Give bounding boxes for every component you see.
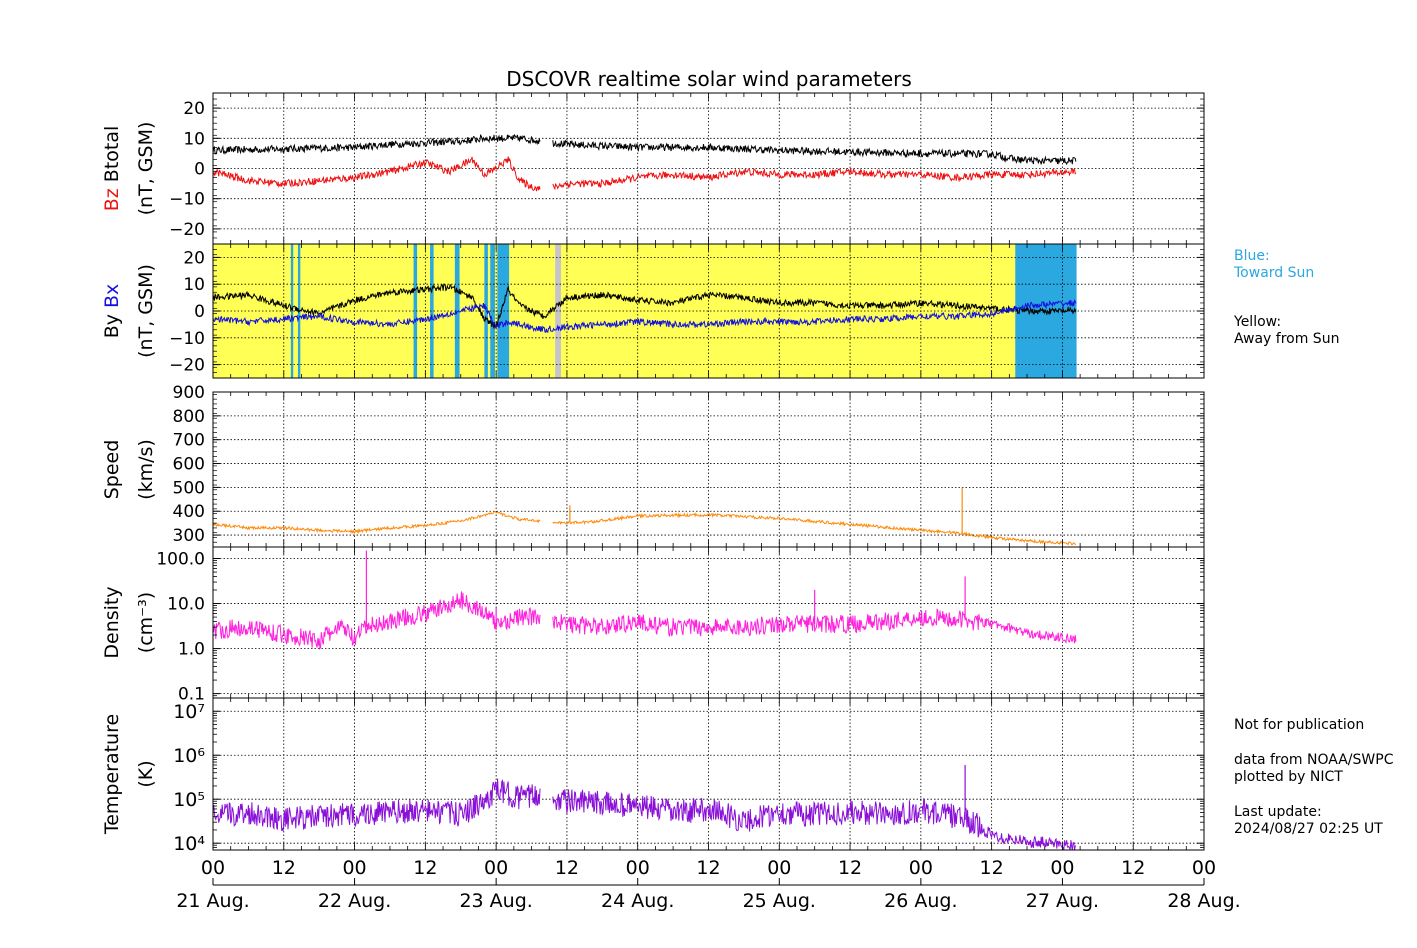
y-tick-label: 100.0	[156, 549, 205, 569]
x-tick-label: 12	[272, 857, 296, 879]
x-tick-label: 12	[696, 857, 720, 879]
y-axis-label-density: Density	[101, 586, 123, 658]
x-tick-label: 00	[767, 857, 791, 879]
y-label-part: Density	[101, 586, 123, 658]
y-tick-label: 700	[173, 431, 205, 451]
chart-title: DSCOVR realtime solar wind parameters	[506, 67, 912, 91]
y-tick-label: 900	[173, 383, 205, 403]
note-update-time: 2024/08/27 02:25 UT	[1234, 821, 1383, 837]
series-line-bx	[213, 299, 1077, 333]
y-label-part: Bx	[101, 284, 123, 314]
panel-speed	[213, 392, 1204, 547]
y-tick-label: 10⁵	[173, 789, 205, 811]
sector-band	[555, 244, 562, 378]
y-axis-unit-temperature: (K)	[135, 760, 157, 787]
date-label: 27 Aug.	[1026, 890, 1099, 912]
y-tick-label: 10	[183, 129, 205, 149]
y-axis-label-speed: Speed	[101, 440, 123, 500]
y-label-part: Bz	[101, 188, 123, 211]
panel-frame	[212, 697, 1205, 851]
series-line-bz	[213, 156, 1077, 192]
x-tick-label: 00	[201, 857, 225, 879]
y-axis-unit-speed: (km/s)	[135, 439, 157, 500]
y-tick-label: 0.1	[178, 685, 205, 705]
note-yellow-label: Yellow:	[1234, 314, 1282, 330]
date-label: 22 Aug.	[318, 890, 391, 912]
series-line-by	[213, 283, 1077, 330]
x-tick-label: 00	[484, 857, 508, 879]
sector-band	[454, 244, 460, 378]
series-line-temperature	[213, 778, 1077, 850]
x-tick-label: 12	[555, 857, 579, 879]
note-publication: Not for publication	[1234, 717, 1365, 733]
note-update-label: Last update:	[1234, 804, 1322, 820]
date-label: 24 Aug.	[601, 890, 674, 912]
y-label-part: Temperature	[101, 714, 123, 835]
y-tick-label: 1.0	[178, 640, 205, 660]
y-tick-label: 10.0	[167, 595, 205, 615]
y-axis-unit-density: (cm⁻³)	[135, 592, 157, 653]
sector-band	[497, 244, 510, 378]
date-label: 26 Aug.	[884, 890, 957, 912]
y-tick-label: 0	[194, 160, 205, 180]
x-tick-label: 00	[342, 857, 366, 879]
series-line-btotal	[213, 133, 1077, 166]
sector-band	[490, 244, 495, 378]
panel-frame	[212, 92, 1205, 245]
date-label: 25 Aug.	[743, 890, 816, 912]
x-tick-label: 00	[626, 857, 650, 879]
date-label: 23 Aug.	[459, 890, 532, 912]
y-label-part: Speed	[101, 440, 123, 500]
y-axis-label-temperature: Temperature	[101, 714, 123, 835]
y-tick-label: 800	[173, 407, 205, 427]
date-label: 28 Aug.	[1167, 890, 1240, 912]
panel-temperature	[213, 698, 1204, 850]
note-blue-text: Toward Sun	[1234, 265, 1315, 281]
panel-mag-xy	[213, 244, 1204, 378]
series-line-speed	[213, 510, 1077, 546]
x-tick-label: 12	[413, 857, 437, 879]
y-tick-label: −10	[169, 190, 205, 210]
sector-band	[290, 244, 294, 378]
y-axis-label-mag-xy: By Bx	[101, 284, 123, 339]
sector-band	[413, 244, 418, 378]
y-axis-unit-mag-total: (nT, GSM)	[135, 122, 157, 216]
y-tick-label: 10	[183, 275, 205, 295]
x-tick-label: 00	[1050, 857, 1074, 879]
x-tick-label: 00	[1192, 857, 1216, 879]
series-line-density	[213, 591, 1077, 651]
date-label: 21 Aug.	[176, 890, 249, 912]
y-label-part: By	[101, 314, 123, 338]
x-tick-label: 00	[909, 857, 933, 879]
note-source: data from NOAA/SWPC	[1234, 752, 1394, 768]
y-tick-label: 500	[173, 478, 205, 498]
panel-mag-total	[213, 93, 1204, 244]
y-tick-label: 400	[173, 502, 205, 522]
y-tick-label: 300	[173, 526, 205, 546]
note-blue-label: Blue:	[1234, 248, 1270, 264]
x-tick-label: 12	[838, 857, 862, 879]
y-tick-label: 0	[194, 302, 205, 322]
y-tick-label: 600	[173, 455, 205, 475]
y-tick-label: 20	[183, 99, 205, 119]
note-plotted: plotted by NICT	[1234, 769, 1343, 785]
y-tick-label: −20	[169, 220, 205, 240]
y-tick-label: 10⁶	[173, 745, 205, 767]
y-tick-label: −20	[169, 356, 205, 376]
x-tick-label: 12	[1121, 857, 1145, 879]
y-tick-label: −10	[169, 329, 205, 349]
y-axis-unit-mag-xy: (nT, GSM)	[135, 264, 157, 358]
y-axis-label-mag-total: Bz Btotal	[101, 126, 123, 212]
panel-density	[213, 547, 1204, 698]
y-label-part: Btotal	[101, 126, 123, 189]
y-tick-label: 20	[183, 248, 205, 268]
note-yellow-text: Away from Sun	[1234, 331, 1340, 347]
y-tick-label: 10⁴	[173, 833, 205, 855]
x-tick-label: 12	[980, 857, 1004, 879]
sector-band	[430, 244, 434, 378]
panel-frame	[212, 546, 1205, 699]
y-tick-label: 10⁷	[173, 701, 205, 723]
